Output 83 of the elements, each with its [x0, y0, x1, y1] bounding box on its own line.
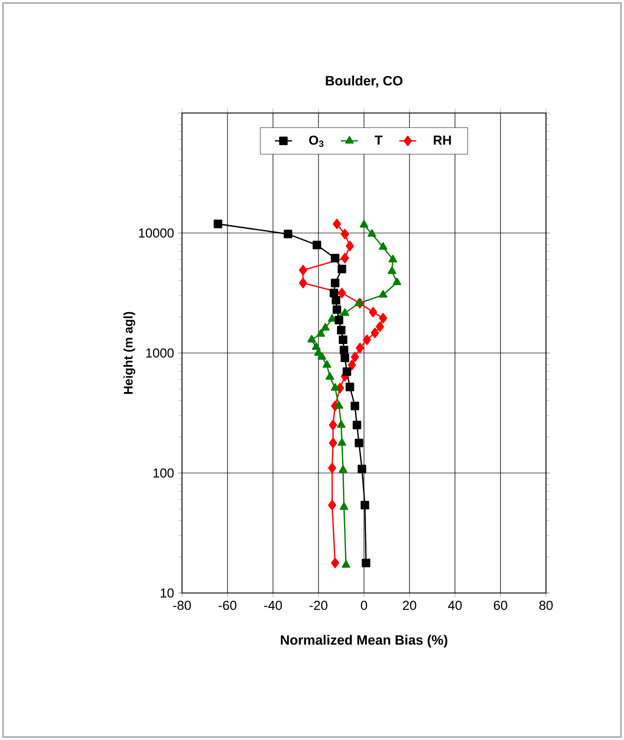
point	[338, 465, 348, 473]
chart-title: Boulder, CO	[326, 76, 402, 88]
point	[388, 266, 396, 274]
point	[360, 220, 368, 228]
point	[352, 420, 362, 430]
point	[362, 558, 370, 568]
legend-label: RH	[434, 136, 451, 145]
point	[350, 402, 360, 410]
point	[330, 278, 340, 288]
point	[332, 296, 340, 305]
point	[322, 360, 332, 368]
point	[316, 329, 326, 337]
point	[388, 254, 398, 262]
y-tick-label: 100	[153, 468, 174, 478]
point	[338, 438, 346, 446]
point	[331, 558, 340, 568]
point	[368, 229, 376, 237]
point	[350, 352, 359, 362]
point	[340, 252, 349, 264]
point	[318, 352, 326, 360]
point	[328, 438, 338, 448]
point	[338, 335, 348, 344]
y-tick-label: 10000	[139, 228, 174, 238]
point	[326, 372, 334, 380]
point	[378, 312, 388, 324]
point	[340, 346, 348, 354]
point	[368, 306, 378, 318]
point	[307, 334, 316, 342]
point	[340, 228, 349, 240]
point	[321, 323, 330, 331]
legend-label: T	[374, 136, 382, 145]
point	[378, 290, 388, 298]
x-tick-label: 80	[539, 600, 553, 610]
point	[360, 500, 370, 510]
point	[338, 264, 346, 274]
y-axis-title: Height (m agl)	[123, 312, 136, 394]
x-tick-label: -80	[173, 600, 191, 610]
point	[376, 321, 384, 332]
x-tick-label: 60	[494, 600, 508, 610]
point	[362, 334, 372, 345]
x-tick-label: -60	[218, 600, 236, 610]
point	[356, 342, 364, 354]
x-axis-title: Normalized Mean Bias (%)	[280, 634, 448, 648]
point	[370, 328, 380, 338]
point	[328, 462, 336, 474]
point	[340, 308, 350, 316]
point	[332, 218, 342, 230]
y-tick-label: 10	[160, 588, 174, 598]
x-tick-label: 20	[402, 600, 416, 610]
point	[328, 420, 338, 430]
point	[214, 220, 222, 228]
legend-label: O$_{3}$	[309, 136, 324, 148]
point	[328, 500, 336, 510]
point	[312, 342, 321, 350]
point	[348, 360, 356, 370]
point	[346, 240, 354, 252]
point	[392, 278, 402, 286]
point	[342, 560, 350, 568]
point	[358, 464, 366, 474]
x-tick-label: -40	[264, 600, 282, 610]
x-tick-label: 0	[360, 600, 368, 610]
x-tick-label: 40	[448, 600, 462, 610]
point	[340, 502, 348, 510]
point	[298, 278, 308, 288]
point	[334, 401, 344, 409]
point	[330, 254, 340, 262]
point	[330, 383, 340, 391]
point	[338, 288, 346, 298]
point	[354, 298, 364, 306]
point	[342, 367, 352, 376]
point	[354, 438, 364, 448]
x-tick-label: -20	[310, 600, 328, 610]
point	[336, 420, 346, 428]
point	[298, 264, 308, 276]
point	[378, 242, 388, 250]
point	[346, 382, 354, 392]
point	[334, 316, 344, 324]
point	[340, 354, 350, 362]
y-tick-label: 1000	[146, 348, 174, 358]
point	[312, 240, 322, 250]
point	[336, 326, 346, 334]
point	[332, 305, 342, 314]
point	[284, 230, 292, 238]
